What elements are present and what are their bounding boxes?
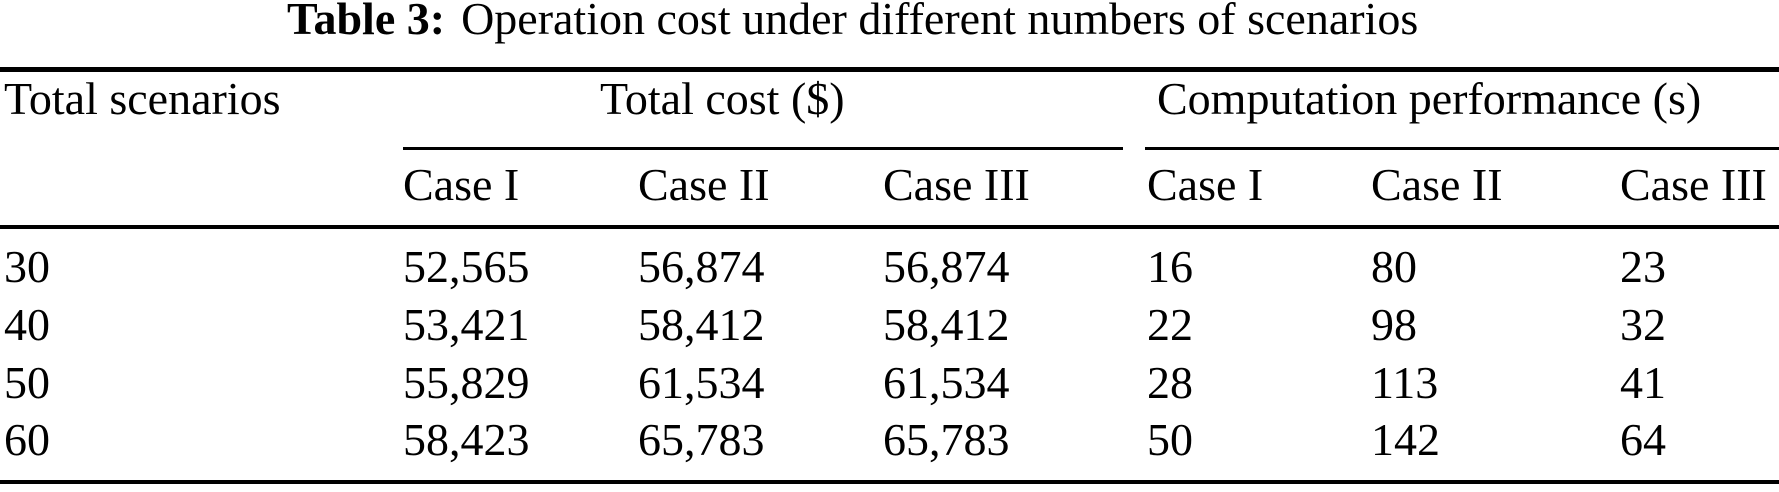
cell-cost-case-2: 56,874: [638, 241, 765, 292]
column-header-perf-case-2: Case II: [1371, 159, 1503, 210]
table-caption-text: Operation cost under different numbers o…: [461, 0, 1419, 44]
group-header-computation-performance: Computation performance (s): [1157, 73, 1702, 124]
cell-perf-case-2: 80: [1371, 241, 1417, 292]
row-label-scenarios: 40: [4, 299, 50, 350]
group-rule-computation-performance: [1145, 147, 1779, 150]
cell-perf-case-1: 50: [1147, 414, 1193, 465]
cell-cost-case-2: 58,412: [638, 299, 765, 350]
cell-cost-case-3: 65,783: [883, 414, 1010, 465]
row-label-scenarios: 30: [4, 241, 50, 292]
table-top-rule: [0, 67, 1779, 72]
cell-cost-case-1: 55,829: [403, 357, 530, 408]
cell-cost-case-3: 58,412: [883, 299, 1010, 350]
table-bottom-rule: [0, 480, 1779, 484]
cell-cost-case-2: 61,534: [638, 357, 765, 408]
column-header-perf-case-3: Case III: [1620, 159, 1767, 210]
column-header-cost-case-1: Case I: [403, 159, 520, 210]
cell-perf-case-2: 98: [1371, 299, 1417, 350]
cell-perf-case-3: 23: [1620, 241, 1666, 292]
row-label-scenarios: 60: [4, 414, 50, 465]
cell-perf-case-3: 32: [1620, 299, 1666, 350]
column-header-cost-case-3: Case III: [883, 159, 1030, 210]
cell-perf-case-1: 22: [1147, 299, 1193, 350]
cell-perf-case-1: 16: [1147, 241, 1193, 292]
table-caption: Table 3: Operation cost under different n…: [287, 0, 1418, 42]
cell-cost-case-1: 52,565: [403, 241, 530, 292]
group-rule-total-cost: [403, 147, 1123, 150]
group-header-total-cost: Total cost ($): [600, 73, 845, 124]
cell-perf-case-3: 64: [1620, 414, 1666, 465]
column-header-cost-case-2: Case II: [638, 159, 770, 210]
cell-cost-case-2: 65,783: [638, 414, 765, 465]
table-header-rule: [0, 225, 1779, 229]
cell-cost-case-3: 61,534: [883, 357, 1010, 408]
table-caption-number: Table 3:: [287, 0, 446, 44]
cell-perf-case-1: 28: [1147, 357, 1193, 408]
cell-cost-case-3: 56,874: [883, 241, 1010, 292]
cell-perf-case-2: 113: [1371, 357, 1439, 408]
cell-cost-case-1: 58,423: [403, 414, 530, 465]
cell-cost-case-1: 53,421: [403, 299, 530, 350]
row-label-scenarios: 50: [4, 357, 50, 408]
corner-header-total-scenarios: Total scenarios: [4, 73, 281, 124]
cell-perf-case-2: 142: [1371, 414, 1440, 465]
column-header-perf-case-1: Case I: [1147, 159, 1264, 210]
cell-perf-case-3: 41: [1620, 357, 1666, 408]
